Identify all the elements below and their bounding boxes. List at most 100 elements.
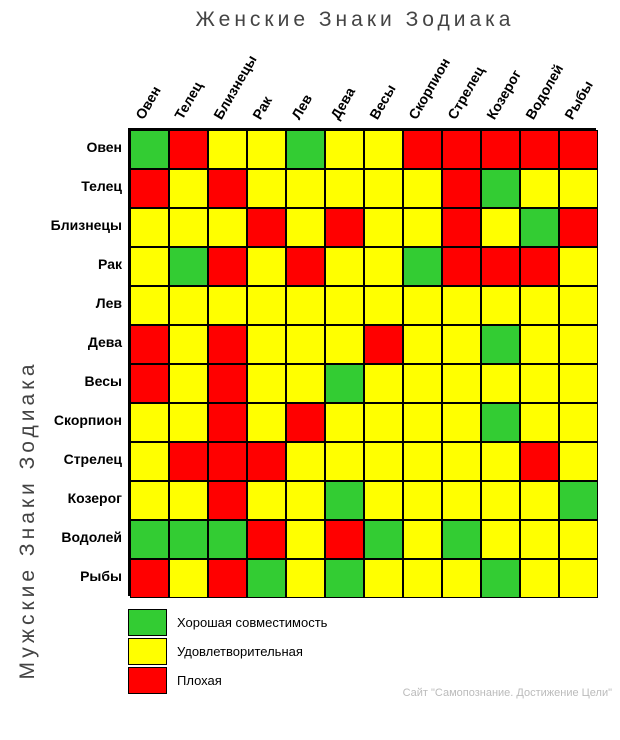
heatmap-cell bbox=[481, 325, 520, 364]
heatmap-cell bbox=[520, 286, 559, 325]
heatmap-cell bbox=[325, 247, 364, 286]
heatmap-cell bbox=[481, 286, 520, 325]
heatmap-cell bbox=[442, 208, 481, 247]
column-header: Лев bbox=[288, 91, 315, 122]
heatmap-cell bbox=[169, 325, 208, 364]
heatmap-cell bbox=[130, 403, 169, 442]
heatmap-cell bbox=[559, 364, 598, 403]
heatmap-cell bbox=[325, 208, 364, 247]
heatmap-cell bbox=[403, 442, 442, 481]
heatmap-cell bbox=[130, 520, 169, 559]
heatmap-cell bbox=[364, 325, 403, 364]
heatmap-cell bbox=[325, 286, 364, 325]
heatmap-cell bbox=[286, 559, 325, 598]
top-axis-title: Женские Знаки Зодиака bbox=[100, 8, 610, 32]
heatmap-cell bbox=[520, 208, 559, 247]
row-header: Овен bbox=[30, 128, 122, 167]
heatmap-cell bbox=[442, 325, 481, 364]
heatmap-cell bbox=[169, 520, 208, 559]
heatmap-cell bbox=[520, 559, 559, 598]
heatmap-cell bbox=[169, 559, 208, 598]
legend: Хорошая совместимость Удовлетворительная П… bbox=[128, 608, 327, 695]
heatmap-cell bbox=[364, 169, 403, 208]
heatmap-cell bbox=[520, 520, 559, 559]
legend-label: Удовлетворительная bbox=[177, 644, 303, 659]
heatmap-cell bbox=[325, 130, 364, 169]
heatmap-cell bbox=[403, 286, 442, 325]
heatmap-cell bbox=[481, 247, 520, 286]
heatmap-cell bbox=[247, 442, 286, 481]
heatmap-cell bbox=[559, 247, 598, 286]
heatmap-cell bbox=[286, 364, 325, 403]
column-header: Водолей bbox=[522, 61, 566, 122]
row-header: Дева bbox=[30, 323, 122, 362]
heatmap-cell bbox=[364, 481, 403, 520]
heatmap-cell bbox=[442, 364, 481, 403]
heatmap-cell bbox=[403, 169, 442, 208]
heatmap-cell bbox=[481, 169, 520, 208]
heatmap-cell bbox=[442, 403, 481, 442]
heatmap-cell bbox=[364, 130, 403, 169]
column-header: Стрелец bbox=[444, 63, 487, 122]
heatmap-cell bbox=[286, 520, 325, 559]
heatmap-cell bbox=[247, 247, 286, 286]
heatmap-cell bbox=[286, 247, 325, 286]
heatmap-cell bbox=[559, 481, 598, 520]
heatmap-cell bbox=[481, 364, 520, 403]
watermark-text: Сайт "Самопознание. Достижение Цели" bbox=[403, 687, 612, 699]
heatmap-cell bbox=[442, 169, 481, 208]
heatmap-cell bbox=[286, 130, 325, 169]
heatmap-cell bbox=[403, 208, 442, 247]
heatmap-cell bbox=[559, 520, 598, 559]
heatmap-cell bbox=[520, 169, 559, 208]
column-header: Весы bbox=[366, 82, 399, 122]
heatmap-cell bbox=[442, 286, 481, 325]
heatmap-cell bbox=[559, 559, 598, 598]
heatmap-cell bbox=[247, 559, 286, 598]
row-header: Рак bbox=[30, 245, 122, 284]
left-axis-title: Мужские Знаки Зодиака bbox=[16, 300, 40, 740]
heatmap-cell bbox=[247, 364, 286, 403]
legend-item: Плохая bbox=[128, 666, 327, 695]
heatmap-cell bbox=[169, 403, 208, 442]
heatmap-cell bbox=[208, 559, 247, 598]
heatmap-cell bbox=[208, 169, 247, 208]
legend-label: Плохая bbox=[177, 673, 222, 688]
heatmap-cell bbox=[286, 403, 325, 442]
heatmap-cell bbox=[325, 559, 364, 598]
heatmap-cell bbox=[208, 403, 247, 442]
heatmap-cell bbox=[364, 208, 403, 247]
heatmap-cell bbox=[364, 559, 403, 598]
heatmap-cell bbox=[286, 169, 325, 208]
heatmap-cell bbox=[559, 442, 598, 481]
row-header: Телец bbox=[30, 167, 122, 206]
heatmap-cell bbox=[130, 208, 169, 247]
heatmap-cell bbox=[520, 442, 559, 481]
heatmap-cell bbox=[130, 325, 169, 364]
heatmap-cell bbox=[403, 130, 442, 169]
heatmap-cell bbox=[130, 559, 169, 598]
row-header: Скорпион bbox=[30, 401, 122, 440]
heatmap-cell bbox=[130, 364, 169, 403]
heatmap-cell bbox=[481, 130, 520, 169]
heatmap-cell bbox=[403, 403, 442, 442]
heatmap-cell bbox=[403, 325, 442, 364]
heatmap-cell bbox=[520, 364, 559, 403]
heatmap-cell bbox=[442, 481, 481, 520]
heatmap-cell bbox=[208, 520, 247, 559]
heatmap-cell bbox=[130, 481, 169, 520]
heatmap-cell bbox=[559, 130, 598, 169]
heatmap-cell bbox=[130, 130, 169, 169]
heatmap-cell bbox=[442, 520, 481, 559]
heatmap-cell bbox=[325, 403, 364, 442]
heatmap-cell bbox=[325, 442, 364, 481]
heatmap-cell bbox=[559, 403, 598, 442]
heatmap-cell bbox=[403, 481, 442, 520]
legend-label: Хорошая совместимость bbox=[177, 615, 327, 630]
heatmap-cell bbox=[403, 247, 442, 286]
column-headers: ОвенТелецБлизнецыРакЛевДеваВесыСкорпионС… bbox=[128, 38, 596, 128]
heatmap-cell bbox=[169, 364, 208, 403]
heatmap-cell bbox=[481, 481, 520, 520]
heatmap-cell bbox=[286, 442, 325, 481]
heatmap-cell bbox=[247, 130, 286, 169]
